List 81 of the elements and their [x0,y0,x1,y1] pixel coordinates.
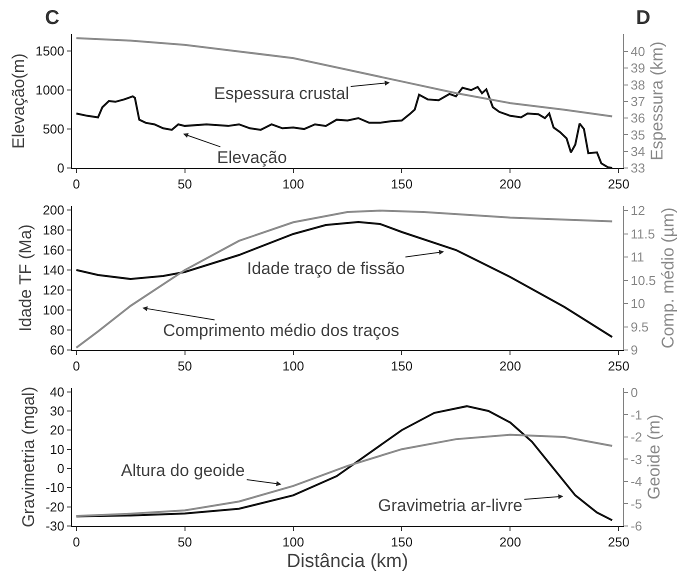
y-tick-label: -30 [46,518,64,534]
line-series [75,434,614,517]
y2-tick-label: 9.5 [630,319,649,334]
series-label: Espessura crustal [214,84,350,103]
x-tick-label: 150 [390,358,413,374]
y2-tick-label: 33 [630,160,646,176]
y2-tick-label: -5 [630,496,642,512]
y2-tick-label: 38 [630,77,646,92]
y2-axis-title: Geoide (m) [644,414,664,500]
y-axis-title: Idade TF (Ma) [16,224,36,332]
y-tick-label: 140 [42,262,64,278]
x-tick-label: 250 [608,358,630,374]
y-tick-label: 120 [42,282,64,298]
y-tick-label: 0 [57,160,64,176]
x-tick-label: 200 [499,534,522,550]
y-tick-label: 80 [50,322,64,338]
x-tick-label: 0 [72,358,80,374]
x-tick-label: 50 [178,534,192,550]
y-tick-label: 180 [42,222,64,238]
text: Gravimetria ar-livre [378,496,523,515]
series-label: Altura do geoide [121,461,245,480]
x-tick-label: 150 [390,534,413,550]
x-tick-label: 50 [178,358,192,374]
y-tick-label: -20 [46,499,64,514]
x-axis-title: Distância (km) [286,551,408,572]
y-tick-label: 0 [57,461,64,476]
text: D [636,7,650,29]
y-tick-label: -10 [46,480,64,496]
y-axis-title: Gravimetria (mgal) [19,386,38,528]
y2-tick-label: 36 [630,110,646,126]
series-label: Idade traço de fissão [247,259,405,278]
y2-tick-label: -6 [630,518,642,534]
series-label: Comprimento médio dos traços [163,321,400,340]
line-series [75,86,614,168]
x-tick-label: 0 [72,176,80,192]
x-tick-label: 250 [608,176,630,192]
y2-tick-label: 34 [630,144,646,159]
x-tick-label: 0 [72,534,80,550]
y-tick-label: 30 [50,404,64,419]
y2-tick-label: 40 [630,44,646,60]
y2-tick-label: 12 [630,203,646,218]
y-tick-label: 40 [50,384,64,400]
y2-tick-label: 10.5 [630,272,656,288]
x-tick-label: 200 [499,358,522,374]
y2-axis-title: Comp. médio (µm) [658,207,678,349]
y-tick-label: 20 [50,422,64,438]
x-tick-label: 50 [178,176,192,192]
series-label: Elevação [217,148,287,167]
line-series [75,405,614,522]
y-tick-label: 1000 [35,82,64,98]
y-tick-label: 10 [50,442,64,457]
line-series [75,221,614,338]
text: C [45,7,60,29]
x-tick-label: 100 [282,534,304,550]
y2-tick-label: -4 [630,474,642,490]
y2-tick-label: -3 [630,452,642,467]
y2-tick-label: 39 [630,60,646,76]
line-series [75,210,614,349]
y2-tick-label: 9 [630,342,638,358]
y-tick-label: 60 [50,342,64,358]
y-axis-title: Elevação(m) [9,53,28,149]
y2-tick-label: 11.5 [630,226,655,242]
y2-tick-label: -2 [630,430,642,445]
y2-axis-title: Espessura (km) [647,41,666,161]
y2-tick-label: 10 [630,296,646,312]
y-tick-label: 100 [42,302,64,318]
line-series [75,37,614,118]
y2-tick-label: 37 [630,94,646,109]
x-tick-label: 200 [499,176,522,192]
y2-tick-label: 11 [630,250,644,265]
y-tick-label: 160 [42,242,64,258]
y-tick-label: 200 [42,202,64,218]
x-tick-label: 150 [390,176,413,192]
y2-tick-label: -1 [630,407,642,422]
y-tick-label: 500 [42,122,64,137]
x-tick-label: 250 [608,534,630,550]
x-tick-label: 100 [282,358,304,374]
y2-tick-label: 35 [630,127,646,142]
x-tick-label: 100 [282,176,304,192]
y-tick-label: 1500 [35,44,64,59]
y2-tick-label: 0 [630,385,638,400]
